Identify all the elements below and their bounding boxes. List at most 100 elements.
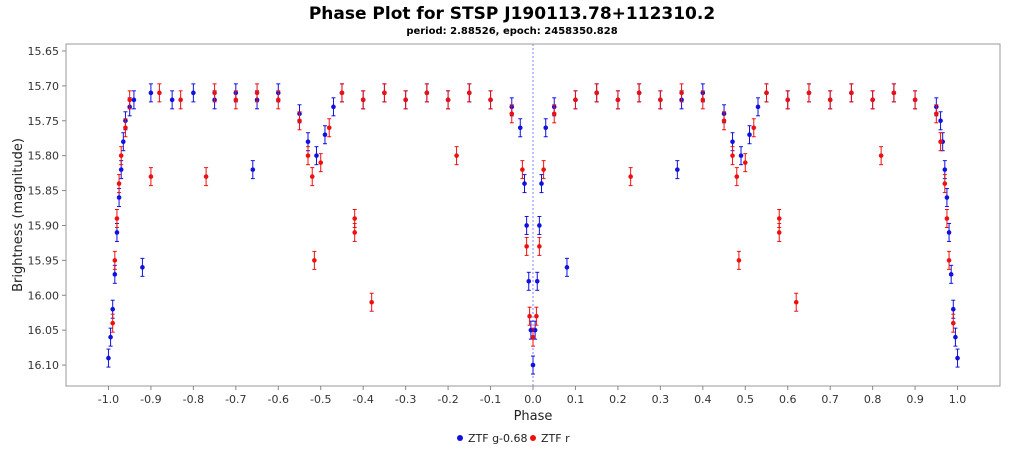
x-tick-label: -0.7 (225, 393, 246, 406)
y-tick-label: 15.70 (28, 80, 60, 93)
data-point (537, 223, 542, 228)
x-tick-label: -0.3 (395, 393, 416, 406)
x-tick-label: -0.4 (352, 393, 373, 406)
legend-marker-r (530, 435, 536, 441)
data-point (123, 125, 128, 131)
x-tick-label: -0.9 (140, 393, 161, 406)
data-point (532, 327, 538, 333)
y-axis: 15.65 15.70 15.75 15.80 15.85 15.90 15.95 16.00… (28, 45, 66, 372)
data-point (191, 90, 196, 96)
y-axis-label: Brightness (magnitude) (11, 138, 26, 292)
data-point (178, 97, 183, 103)
data-point (747, 132, 752, 138)
data-point (530, 334, 536, 340)
data-point (806, 90, 812, 96)
data-point (360, 97, 366, 103)
data-point (891, 90, 897, 96)
data-point (352, 216, 357, 221)
data-point (314, 153, 319, 158)
data-point (539, 181, 544, 186)
data-point (944, 216, 950, 221)
data-point (424, 90, 430, 96)
data-point (944, 195, 950, 200)
data-point (331, 104, 336, 110)
data-point (543, 125, 549, 131)
data-point (233, 97, 239, 103)
data-point (116, 195, 122, 200)
x-tick-label: 0.4 (694, 393, 712, 406)
y-tick-label: 16.05 (28, 324, 60, 337)
data-point (526, 279, 532, 284)
data-point (734, 174, 740, 179)
data-point (369, 299, 374, 305)
data-point (403, 97, 408, 103)
data-point (573, 97, 578, 103)
x-axis: -1.0 -0.9 -0.8 -0.7 -0.6 -0.5 -0.4 -0.3 -0.2 -0.1… (98, 386, 967, 406)
x-axis-label: Phase (514, 409, 553, 424)
data-point (106, 355, 111, 361)
series-ztf-r (110, 83, 956, 347)
data-point (116, 181, 122, 186)
x-tick-label: -0.2 (437, 393, 458, 406)
data-point (534, 313, 539, 319)
data-point (118, 167, 124, 172)
data-point (326, 125, 332, 131)
y-tick-label: 16.00 (28, 289, 60, 302)
data-point (114, 230, 120, 235)
data-point (679, 90, 684, 96)
data-point (148, 174, 154, 179)
data-point (755, 104, 761, 110)
data-point (169, 97, 175, 103)
data-point (594, 90, 599, 96)
data-points (106, 83, 960, 375)
data-point (524, 223, 529, 228)
data-point (312, 258, 317, 263)
data-point (636, 90, 642, 96)
data-point (942, 167, 948, 172)
data-point (615, 97, 621, 103)
data-point (112, 272, 118, 277)
data-point (522, 181, 527, 186)
data-point (524, 244, 529, 249)
y-tick-label: 15.85 (28, 185, 60, 198)
x-tick-label: 0.0 (524, 393, 542, 406)
data-point (942, 181, 948, 186)
data-point (541, 167, 546, 172)
data-point (382, 90, 387, 96)
data-point (938, 139, 943, 145)
data-point (157, 90, 162, 96)
data-point (675, 167, 680, 172)
y-tick-label: 16.10 (28, 359, 60, 372)
data-point (275, 97, 281, 103)
data-point (776, 216, 782, 221)
data-point (212, 90, 217, 96)
x-tick-label: -0.8 (183, 393, 204, 406)
data-point (951, 306, 956, 312)
data-point (953, 334, 958, 340)
x-tick-label: -1.0 (98, 393, 119, 406)
y-tick-label: 15.90 (28, 219, 60, 232)
data-point (827, 97, 833, 103)
data-point (309, 174, 315, 179)
data-point (849, 90, 854, 96)
x-tick-label: 0.9 (906, 393, 924, 406)
data-point (203, 174, 209, 179)
data-point (467, 90, 472, 96)
data-point (764, 90, 769, 96)
data-point (776, 230, 782, 235)
data-point (751, 125, 757, 131)
data-point (131, 97, 137, 103)
data-point (946, 230, 952, 235)
x-tick-label: 0.8 (864, 393, 882, 406)
data-point (530, 362, 536, 368)
y-tick-label: 15.95 (28, 254, 60, 267)
x-tick-label: -0.1 (480, 393, 501, 406)
x-tick-label: 1.0 (949, 393, 967, 406)
x-tick-label: 0.6 (779, 393, 797, 406)
data-point (742, 160, 748, 165)
data-point (528, 327, 534, 333)
chart-subtitle: period: 2.88526, epoch: 2458350.828 (406, 26, 617, 37)
data-point (730, 139, 735, 145)
data-point (951, 320, 956, 326)
data-point (110, 306, 115, 312)
